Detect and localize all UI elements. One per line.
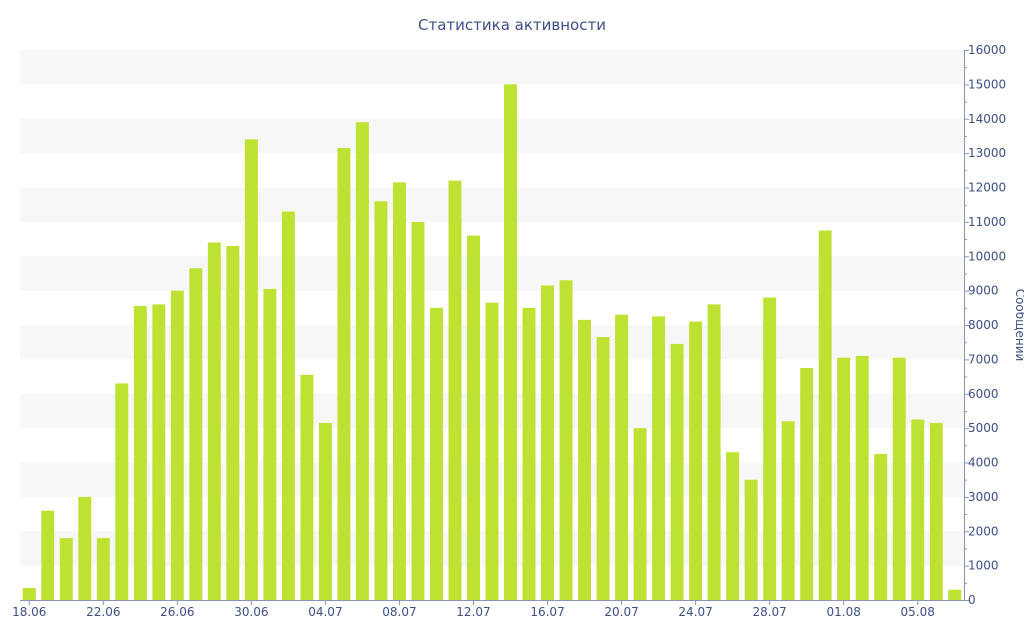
background-band — [20, 118, 964, 154]
bar-30.06 — [244, 139, 258, 601]
bar-21.07 — [633, 428, 647, 601]
x-tick-label: 20.07 — [604, 605, 638, 619]
bar-02.07 — [281, 211, 295, 600]
background-band — [20, 50, 964, 85]
bar-26.07 — [726, 452, 740, 600]
bars-layer — [22, 84, 962, 601]
y-tick-label: 1000 — [968, 559, 999, 573]
y-tick-label: 15000 — [968, 77, 1006, 91]
bar-18.06 — [22, 587, 36, 600]
y-tick-label: 13000 — [968, 146, 1006, 160]
bar-04.08 — [892, 357, 906, 600]
bar-01.08 — [837, 357, 851, 600]
bar-27.06 — [189, 268, 203, 600]
background-band — [20, 187, 964, 222]
x-axis-ticks: 18.06 22.06 26.06 30.06 04.07 08.07 12.07 16.07… — [12, 600, 935, 619]
bar-10.07 — [429, 307, 443, 600]
bar-20.07 — [615, 314, 629, 600]
x-tick-label: 01.08 — [827, 605, 861, 619]
y-tick-label: 9000 — [968, 284, 999, 298]
bar-23.07 — [670, 343, 684, 600]
y-tick-label: 16000 — [968, 43, 1006, 57]
bar-14.07 — [504, 84, 517, 601]
bar-02.08 — [855, 355, 869, 600]
bar-05.07 — [337, 147, 351, 600]
bar-30.07 — [800, 367, 814, 600]
bar-07.08 — [948, 589, 962, 600]
y-tick-label: 7000 — [968, 352, 999, 366]
bar-24.07 — [689, 321, 703, 600]
bar-18.07 — [578, 319, 592, 600]
bar-27.07 — [744, 479, 758, 600]
bar-28.07 — [763, 297, 777, 600]
y-tick-label: 0 — [968, 593, 976, 607]
bar-26.06 — [170, 290, 184, 601]
bar-25.06 — [152, 304, 166, 601]
background-band — [20, 256, 964, 291]
y-tick-label: 2000 — [968, 524, 999, 538]
bar-08.07 — [392, 182, 406, 600]
x-tick-label: 12.07 — [456, 605, 490, 619]
bar-07.07 — [374, 201, 388, 600]
bar-01.07 — [263, 288, 277, 600]
x-tick-label: 05.08 — [901, 605, 935, 619]
x-tick-label: 26.06 — [160, 605, 194, 619]
y-tick-label: 3000 — [968, 490, 999, 504]
bar-04.07 — [318, 422, 332, 600]
x-tick-label: 28.07 — [752, 605, 786, 619]
bar-19.06 — [41, 510, 55, 601]
bar-22.07 — [652, 316, 666, 600]
bar-25.07 — [707, 304, 721, 601]
bar-23.06 — [115, 383, 129, 600]
bar-29.06 — [226, 245, 240, 600]
bar-16.07 — [541, 285, 555, 600]
x-tick-label: 24.07 — [678, 605, 712, 619]
y-tick-label: 6000 — [968, 387, 999, 401]
bar-11.07 — [448, 180, 462, 601]
bar-06.07 — [355, 122, 369, 600]
bar-24.06 — [133, 306, 147, 600]
bar-20.06 — [59, 538, 73, 601]
x-tick-label: 16.07 — [530, 605, 564, 619]
bar-09.07 — [411, 221, 425, 601]
y-tick-label: 8000 — [968, 318, 999, 332]
y-tick-label: 10000 — [968, 249, 1006, 263]
x-tick-label: 18.06 — [12, 605, 46, 619]
bar-19.07 — [596, 337, 610, 600]
bar-21.06 — [78, 496, 92, 601]
bar-22.06 — [96, 538, 110, 601]
y-tick-label: 5000 — [968, 421, 999, 435]
bar-31.07 — [818, 230, 832, 600]
bar-05.08 — [911, 419, 925, 600]
bar-29.07 — [781, 421, 795, 600]
x-tick-label: 30.06 — [234, 605, 268, 619]
bar-06.08 — [929, 422, 943, 600]
y-tick-label: 4000 — [968, 456, 999, 470]
bar-17.07 — [559, 280, 573, 600]
x-tick-label: 08.07 — [382, 605, 416, 619]
y-axis-label: Сообщений — [1013, 289, 1024, 362]
bar-03.08 — [874, 453, 888, 600]
bar-28.06 — [207, 242, 221, 600]
y-tick-label: 11000 — [968, 215, 1006, 229]
y-tick-label: 12000 — [968, 181, 1006, 195]
bar-12.07 — [467, 235, 480, 601]
x-tick-label: 22.06 — [86, 605, 120, 619]
y-tick-label: 14000 — [968, 112, 1006, 126]
x-tick-label: 04.07 — [308, 605, 342, 619]
y-axis-ticks: 0 1000 2000 3000 4000 5000 6000 7000 8000 9000 100… — [964, 43, 1006, 607]
bar-03.07 — [300, 374, 314, 600]
bar-13.07 — [485, 302, 499, 600]
bar-15.07 — [522, 307, 536, 600]
chart-title: Статистика активности — [418, 16, 606, 34]
